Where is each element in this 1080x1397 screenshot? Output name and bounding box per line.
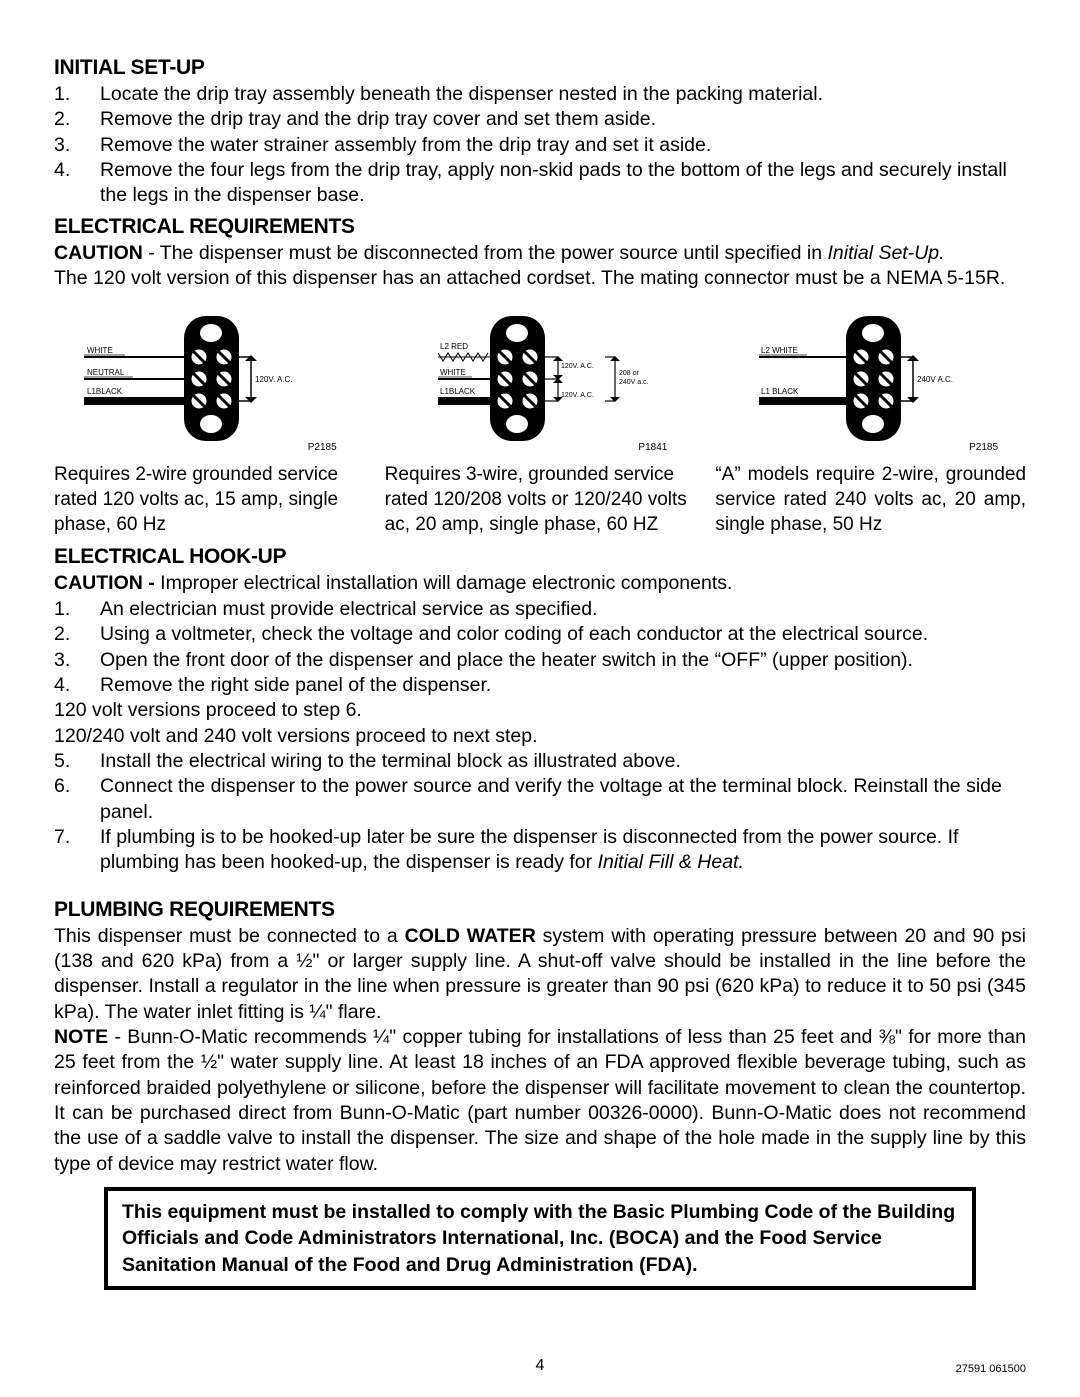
- compliance-box: This equipment must be installed to comp…: [104, 1187, 976, 1290]
- diagram-1: 120V. A.C. WHITE NEUTRAL L1BLACK P2185 R…: [54, 311, 365, 537]
- volt-label: 240V A.C.: [917, 375, 953, 384]
- list-item: Locate the drip tray assembly beneath th…: [54, 82, 1026, 107]
- text: This dispenser must be connected to a: [54, 925, 405, 947]
- section-title-electrical-req: ELECTRICAL REQUIREMENTS: [54, 215, 1026, 239]
- volt-label: 120V. A.C.: [561, 363, 594, 370]
- wire-label: L2 WHITE: [761, 346, 798, 355]
- terminal-block-icon: 240V A.C. L2 WHITE L1 BLACK: [741, 311, 1001, 446]
- list-item-text: If plumbing is to be hooked-up later be …: [100, 826, 958, 873]
- list-item: Remove the drip tray and the drip tray c…: [54, 107, 1026, 132]
- plumbing-para-2: NOTE - Bunn-O-Matic recommends ¼" copper…: [54, 1025, 1026, 1177]
- volt-label: 208 or: [619, 370, 640, 377]
- terminal-block-icon: 120V. A.C. WHITE NEUTRAL L1BLACK: [79, 311, 339, 446]
- diagram-caption: Requires 3-wire, grounded service rated …: [385, 463, 696, 537]
- volt-label: 240V a.c.: [619, 379, 649, 386]
- document-id: 27591 061500: [956, 1363, 1026, 1375]
- wire-label: NEUTRAL: [87, 368, 125, 377]
- electrical-req-note: The 120 volt version of this dispenser h…: [54, 266, 1026, 291]
- list-item: Using a voltmeter, check the voltage and…: [54, 622, 1026, 647]
- list-item: Remove the water strainer assembly from …: [54, 133, 1026, 158]
- caution-ref: Initial Set-Up.: [828, 242, 945, 264]
- terminal-block-icon: L2 RED WHITE L1BLACK 120V. A.C. 120V. A.…: [410, 311, 670, 446]
- wire-label: L1BLACK: [87, 387, 123, 396]
- list-item: Connect the dispenser to the power sourc…: [54, 774, 1026, 825]
- page-number: 4: [0, 1357, 1080, 1375]
- caution-text: - The dispenser must be disconnected fro…: [143, 242, 828, 264]
- diagram-caption: “A” models require 2-wire, grounded serv…: [715, 463, 1026, 537]
- hookup-note-2: 120/240 volt and 240 volt versions proce…: [54, 724, 1026, 749]
- diagram-caption: Requires 2-wire grounded service rated 1…: [54, 463, 365, 537]
- list-item: Remove the right side panel of the dispe…: [54, 673, 1026, 698]
- wire-label: L1BLACK: [440, 387, 476, 396]
- section-title-electrical-hookup: ELECTRICAL HOOK-UP: [54, 545, 1026, 569]
- hookup-list-2: Install the electrical wiring to the ter…: [54, 749, 1026, 876]
- list-item: Install the electrical wiring to the ter…: [54, 749, 1026, 774]
- list-item-ref: Initial Fill & Heat.: [598, 851, 744, 873]
- list-item: Remove the four legs from the drip tray,…: [54, 158, 1026, 209]
- wire-label: WHITE: [87, 346, 113, 355]
- cold-water-label: COLD WATER: [405, 925, 536, 947]
- electrical-req-caution: CAUTION - The dispenser must be disconne…: [54, 241, 1026, 266]
- wire-label: L1 BLACK: [761, 387, 799, 396]
- text: - Bunn-O-Matic recommends ¼" copper tubi…: [54, 1026, 1026, 1175]
- list-item: An electrician must provide electrical s…: [54, 597, 1026, 622]
- caution-label: CAUTION -: [54, 572, 160, 594]
- section-title-plumbing: PLUMBING REQUIREMENTS: [54, 898, 1026, 922]
- plumbing-para-1: This dispenser must be connected to a CO…: [54, 924, 1026, 1025]
- initial-setup-list: Locate the drip tray assembly beneath th…: [54, 82, 1026, 209]
- hookup-note-1: 120 volt versions proceed to step 6.: [54, 698, 1026, 723]
- hookup-caution: CAUTION - Improper electrical installati…: [54, 571, 1026, 596]
- note-label: NOTE: [54, 1026, 108, 1048]
- hookup-list-1: An electrician must provide electrical s…: [54, 597, 1026, 698]
- caution-text: Improper electrical installation will da…: [160, 572, 732, 594]
- diagram-row: 120V. A.C. WHITE NEUTRAL L1BLACK P2185 R…: [54, 311, 1026, 537]
- section-title-initial-setup: INITIAL SET-UP: [54, 56, 1026, 80]
- diagram-2: L2 RED WHITE L1BLACK 120V. A.C. 120V. A.…: [385, 311, 696, 537]
- volt-label: 120V. A.C.: [255, 375, 293, 384]
- wire-label: WHITE: [440, 368, 466, 377]
- list-item: Open the front door of the dispenser and…: [54, 648, 1026, 673]
- caution-label: CAUTION: [54, 242, 143, 264]
- list-item: If plumbing is to be hooked-up later be …: [54, 825, 1026, 876]
- wire-label: L2 RED: [440, 342, 468, 351]
- diagram-3: 240V A.C. L2 WHITE L1 BLACK P2185 “A” mo…: [715, 311, 1026, 537]
- volt-label: 120V. A.C.: [561, 392, 594, 399]
